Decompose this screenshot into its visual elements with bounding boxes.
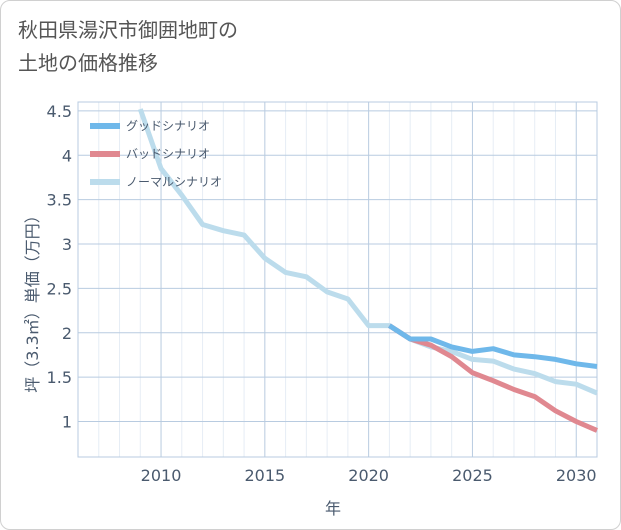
x-tick-label: 2015: [244, 466, 285, 485]
y-tick-label: 2.5: [47, 279, 72, 298]
chart-title: 秋田県湯沢市御囲地町の 土地の価格推移: [18, 14, 378, 80]
y-tick-label: 4.5: [47, 102, 72, 121]
chart-title-line-2: 土地の価格推移: [18, 51, 158, 75]
y-tick-label: 4: [62, 146, 72, 165]
legend-label: ノーマルシナリオ: [126, 175, 222, 189]
y-tick-label: 1: [62, 413, 72, 432]
series-line-1: [388, 323, 598, 369]
chart-title-line-1: 秋田県湯沢市御囲地町の: [18, 18, 238, 42]
x-tick-label: 2010: [141, 466, 182, 485]
y-axis-title: 坪（3.3㎡）単価（万円）: [23, 207, 42, 392]
y-tick-label: 2: [62, 324, 72, 343]
y-tick-label: 1.5: [47, 368, 72, 387]
y-tick-label: 3.5: [47, 191, 72, 210]
x-axis-title: 年: [325, 499, 341, 518]
axes: 2010 2015 2020 2025 2030 1 1.5 2 2.5 3 3.5 4 4.5: [47, 101, 598, 485]
legend-label: バッドシナリオ: [126, 147, 210, 161]
x-tick-label: 2020: [348, 466, 389, 485]
series-layer: [137, 108, 598, 433]
legend-label: グッドシナリオ: [126, 119, 210, 133]
y-tick-label: 3: [62, 235, 72, 254]
series-line-2: [388, 323, 598, 433]
x-tick-label: 2025: [452, 466, 493, 485]
x-tick-label: 2030: [556, 466, 597, 485]
plot-border: [77, 101, 598, 458]
series-line-3: [137, 108, 598, 396]
